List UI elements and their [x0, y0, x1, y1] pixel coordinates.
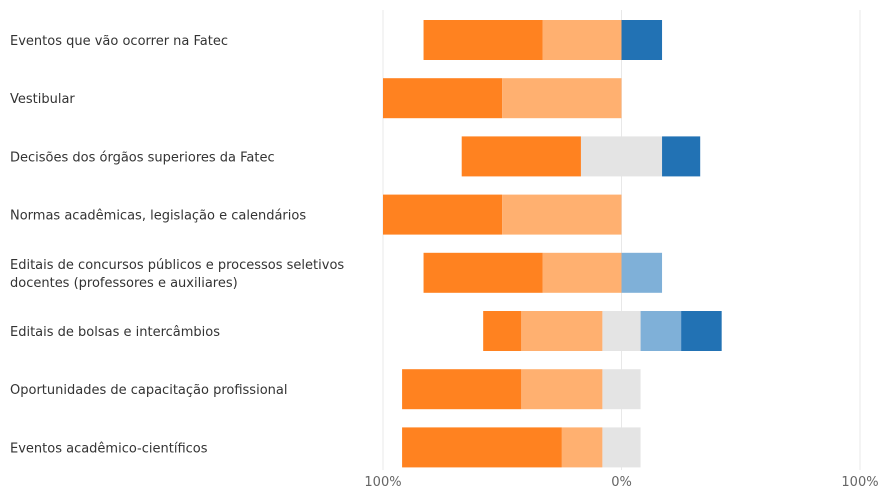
bar-segment [502, 78, 622, 119]
category-label: Decisões dos órgãos superiores da Fatec [10, 150, 275, 165]
category-label-line: Eventos que vão ocorrer na Fatec [10, 34, 228, 49]
bar-segment [621, 20, 663, 60]
category-label: Oportunidades de capacitação profissiona… [10, 383, 287, 398]
category-label: Eventos que vão ocorrer na Fatec [10, 34, 228, 49]
bar-segment [602, 369, 641, 410]
bar-segment [602, 311, 641, 351]
category-label-line: Oportunidades de capacitação profissiona… [10, 383, 287, 398]
x-tick-label: 100% [841, 475, 878, 490]
category-label-line: docentes (professores e auxiliares) [10, 276, 238, 291]
bar-segment [542, 252, 622, 293]
bar-segment [542, 20, 622, 60]
bar-segment [521, 311, 603, 351]
bar-segment [662, 136, 701, 177]
category-label: Eventos acadêmico-científicos [10, 441, 208, 456]
bar-segment [402, 427, 562, 468]
bar-segment [561, 427, 603, 468]
x-tick-label: 100% [364, 475, 401, 490]
bar-segment [580, 136, 663, 177]
category-label: Vestibular [10, 92, 75, 107]
bar-segment [461, 136, 581, 177]
category-label: Normas acadêmicas, legislação e calendár… [10, 209, 306, 224]
category-labels: Eventos que vão ocorrer na Fatec Vestibul… [10, 34, 344, 456]
category-label-line: Vestibular [10, 92, 75, 107]
category-label: Editais de concursos públicos e processo… [10, 258, 344, 291]
category-label-line: Eventos acadêmico-científicos [10, 441, 208, 456]
bar-segment [681, 311, 722, 351]
category-label: Editais de bolsas e intercâmbios [10, 325, 220, 340]
category-label-line: Normas acadêmicas, legislação e calendár… [10, 209, 306, 224]
category-label-line: Editais de bolsas e intercâmbios [10, 325, 220, 340]
category-label-line: Decisões dos órgãos superiores da Fatec [10, 150, 275, 165]
bar-segment [602, 427, 641, 468]
category-label-line: Editais de concursos públicos e processo… [10, 258, 344, 273]
bar-segment [621, 252, 663, 293]
bar-segment [423, 252, 543, 293]
bar-segment [521, 369, 603, 410]
bar-segment [383, 194, 503, 235]
bar-segment [502, 194, 622, 235]
x-tick-label: 0% [611, 475, 632, 490]
bar-segment [640, 311, 682, 351]
bar-segment [423, 20, 543, 60]
bar-segment [483, 311, 522, 351]
bar-segment [402, 369, 522, 410]
bar-segment [383, 78, 503, 119]
bars [383, 20, 722, 468]
x-axis-ticks: 100% 0% 100% [364, 475, 878, 490]
